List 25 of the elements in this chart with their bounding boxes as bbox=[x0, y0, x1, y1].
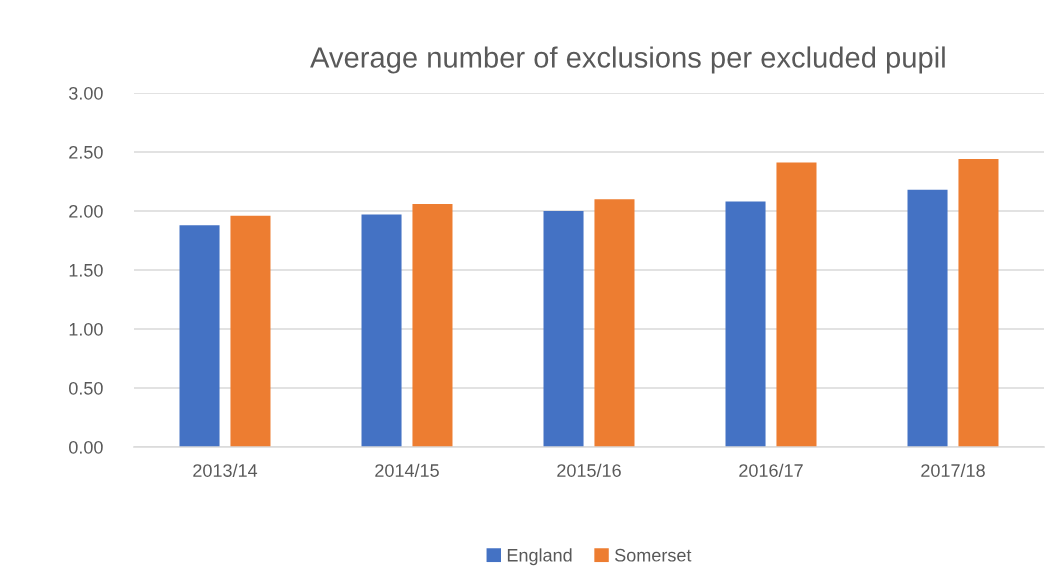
legend-label: England bbox=[507, 548, 572, 566]
chart-title: Average number of exclusions per excluded pupil bbox=[310, 46, 945, 74]
y-tick-label: 0.50 bbox=[69, 381, 103, 395]
bar bbox=[907, 189, 948, 447]
x-tick-label: 2014/15 bbox=[375, 463, 439, 477]
bar bbox=[594, 199, 635, 447]
y-tick-label: 0.00 bbox=[69, 440, 103, 454]
x-tick-label: 2017/18 bbox=[921, 463, 985, 477]
bar bbox=[230, 215, 271, 447]
bar bbox=[412, 203, 453, 447]
bar bbox=[725, 201, 766, 447]
y-tick-label: 1.00 bbox=[69, 322, 103, 336]
y-tick-label: 2.50 bbox=[69, 145, 103, 159]
bar bbox=[179, 225, 220, 447]
bar bbox=[958, 159, 999, 447]
x-tick-label: 2016/17 bbox=[739, 463, 803, 477]
legend-label: Somerset bbox=[615, 548, 692, 562]
x-tick-label: 2015/16 bbox=[557, 463, 621, 477]
x-tick-label: 2013/14 bbox=[193, 463, 258, 477]
bar bbox=[543, 211, 584, 447]
y-tick-label: 1.50 bbox=[69, 263, 103, 277]
bar bbox=[776, 162, 817, 447]
y-tick-label: 3.00 bbox=[69, 86, 103, 100]
bar bbox=[361, 214, 402, 447]
y-tick-label: 2.00 bbox=[69, 204, 103, 218]
